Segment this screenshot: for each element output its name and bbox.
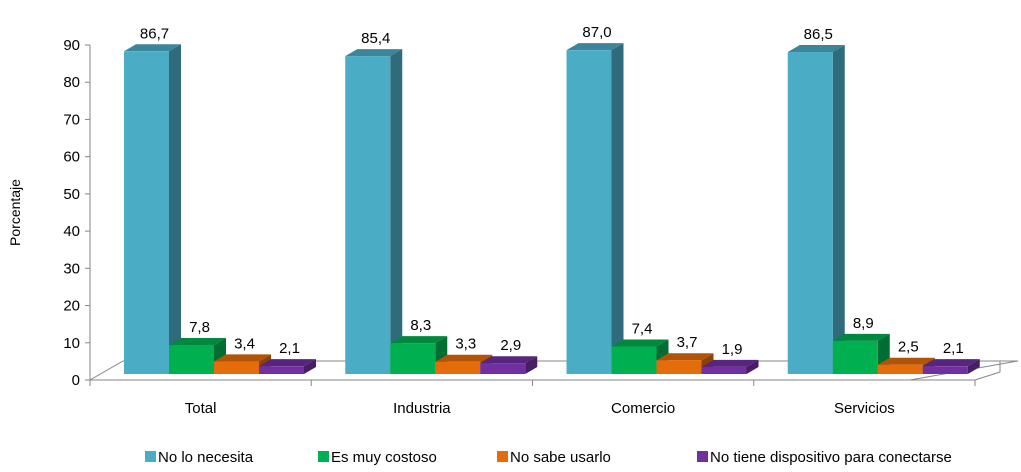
x-tick-label: Total <box>185 400 217 417</box>
bar-side <box>612 43 624 374</box>
data-label: 8,3 <box>410 317 431 334</box>
legend-label: Es muy costoso <box>331 449 437 466</box>
legend-label: No lo necesita <box>158 449 254 466</box>
y-tick-label: 40 <box>63 223 80 240</box>
data-label: 87,0 <box>582 24 611 41</box>
bar-front <box>480 363 525 374</box>
bar-side <box>169 44 181 374</box>
legend-item: No lo necesita <box>145 449 254 466</box>
legend-label: No sabe usarlo <box>510 449 611 466</box>
legend-swatch <box>318 451 329 462</box>
y-tick-label: 10 <box>63 335 80 352</box>
legend-item: No sabe usarlo <box>497 449 611 466</box>
x-tick-label: Industria <box>393 400 451 417</box>
data-label: 1,9 <box>722 341 743 358</box>
legend-label: No tiene dispositivo para conectarse <box>710 449 952 466</box>
bar-front <box>833 341 878 374</box>
bar <box>345 49 402 374</box>
bar <box>923 359 980 374</box>
legend-item: Es muy costoso <box>318 449 437 466</box>
y-tick-label: 30 <box>63 260 80 277</box>
bar <box>124 44 181 374</box>
y-tick-label: 50 <box>63 186 80 203</box>
data-label: 86,5 <box>804 26 833 43</box>
data-label: 86,7 <box>140 25 169 42</box>
bar-front <box>345 56 390 374</box>
chart-legend: No lo necesita Es muy costoso No sabe usar… <box>145 449 952 466</box>
y-tick-label: 0 <box>72 372 80 389</box>
bar-front <box>923 366 968 374</box>
bar-front <box>878 365 923 374</box>
bar <box>567 43 624 374</box>
data-label: 8,9 <box>853 315 874 332</box>
bar-side <box>833 45 845 374</box>
data-label: 7,8 <box>189 319 210 336</box>
legend-swatch <box>697 451 708 462</box>
data-label: 2,1 <box>943 340 964 357</box>
bar-side <box>390 49 402 374</box>
bar-front <box>124 51 169 374</box>
y-tick-label: 60 <box>63 149 80 166</box>
bar-front <box>435 362 480 374</box>
data-label: 7,4 <box>632 320 653 337</box>
data-label: 85,4 <box>361 30 390 47</box>
y-tick-label: 80 <box>63 74 80 91</box>
bar-front <box>390 343 435 374</box>
data-label: 2,5 <box>898 339 919 356</box>
data-label: 3,4 <box>234 335 255 352</box>
bar-front <box>567 50 612 374</box>
bar-front <box>259 366 304 374</box>
y-tick-label: 70 <box>63 111 80 128</box>
legend-item: No tiene dispositivo para conectarse <box>697 449 952 466</box>
bar <box>259 359 316 374</box>
bar-front <box>702 367 747 374</box>
y-tick-label: 20 <box>63 298 80 315</box>
bar <box>702 360 759 374</box>
bar-front <box>657 360 702 374</box>
bar-front <box>612 346 657 374</box>
y-tick-label: 90 <box>63 37 80 54</box>
bar-front <box>169 345 214 374</box>
bar-front <box>214 361 259 374</box>
bar-front <box>788 52 833 374</box>
legend-swatch <box>145 451 156 462</box>
y-axis-title: Porcentaje <box>7 179 23 246</box>
legend-swatch <box>497 451 508 462</box>
data-label: 3,7 <box>677 334 698 351</box>
chart-bars <box>124 43 980 374</box>
data-label: 2,9 <box>500 337 521 354</box>
x-tick-label: Servicios <box>834 400 895 417</box>
data-label: 3,3 <box>455 336 476 353</box>
data-label: 2,1 <box>279 340 300 357</box>
bar <box>788 45 845 374</box>
x-tick-label: Comercio <box>611 400 675 417</box>
bar <box>480 356 537 374</box>
